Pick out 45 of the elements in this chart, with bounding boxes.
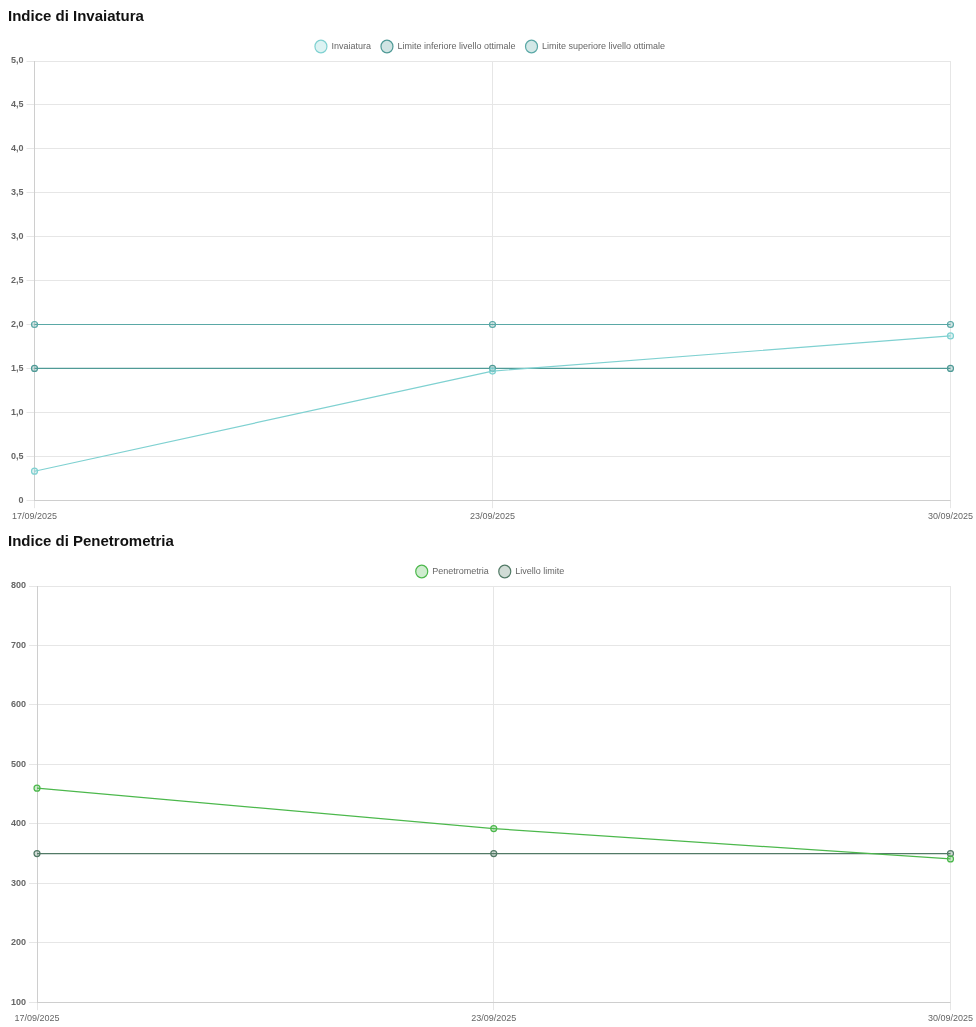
point [946, 320, 955, 329]
chart-title: Indice di Invaiatura [8, 7, 145, 25]
y-tick-label: 5,0 [11, 55, 24, 66]
y-tick-label: 700 [10, 639, 27, 650]
point [30, 364, 39, 373]
point [490, 824, 498, 833]
legend-label: Invaiatura [331, 40, 371, 51]
x-tick-label: 30/09/2025 [927, 511, 973, 522]
y-tick-label: 4,0 [11, 143, 24, 154]
legend-label: Limite superiore livello ottimale [542, 40, 666, 51]
y-tick-label: 3,0 [11, 231, 24, 242]
y-tick-label: 400 [10, 818, 27, 829]
point [946, 332, 955, 340]
y-tick-label: 3,5 [11, 187, 24, 198]
x-tick-label: 17/09/2025 [11, 511, 58, 522]
legend-label: Livello limite [515, 565, 565, 576]
legend-label: Limite inferiore livello ottimale [397, 40, 516, 51]
x-tick-label: 17/09/2025 [14, 1013, 60, 1024]
y-tick-label: 800 [10, 580, 27, 591]
chart-title: Indice di Penetrometria [8, 532, 175, 550]
point [946, 855, 955, 863]
legend-label: Penetrometria [432, 565, 489, 576]
point [488, 320, 497, 329]
y-tick-label: 300 [10, 877, 27, 888]
point [33, 784, 41, 792]
point [33, 849, 41, 858]
y-tick-label: 0,5 [11, 450, 24, 461]
y-tick-label: 1,0 [11, 406, 24, 417]
point [30, 320, 39, 329]
x-tick-label: 30/09/2025 [927, 1013, 973, 1024]
y-tick-label: 600 [10, 699, 27, 710]
point [946, 364, 955, 373]
y-tick-label: 2,0 [11, 319, 24, 329]
y-tick-label: 200 [10, 937, 27, 948]
point [490, 849, 498, 858]
y-tick-label: 1,5 [11, 362, 24, 373]
x-tick-label: 23/09/2025 [471, 1013, 517, 1024]
y-tick-label: 4,5 [11, 99, 24, 110]
point [946, 849, 955, 858]
y-tick-label: 500 [10, 758, 27, 769]
y-tick-label: 100 [10, 996, 27, 1007]
x-tick-label: 23/09/2025 [469, 511, 516, 522]
point [30, 467, 39, 475]
y-tick-label: 0 [18, 494, 24, 505]
y-tick-label: 2,5 [11, 275, 24, 286]
